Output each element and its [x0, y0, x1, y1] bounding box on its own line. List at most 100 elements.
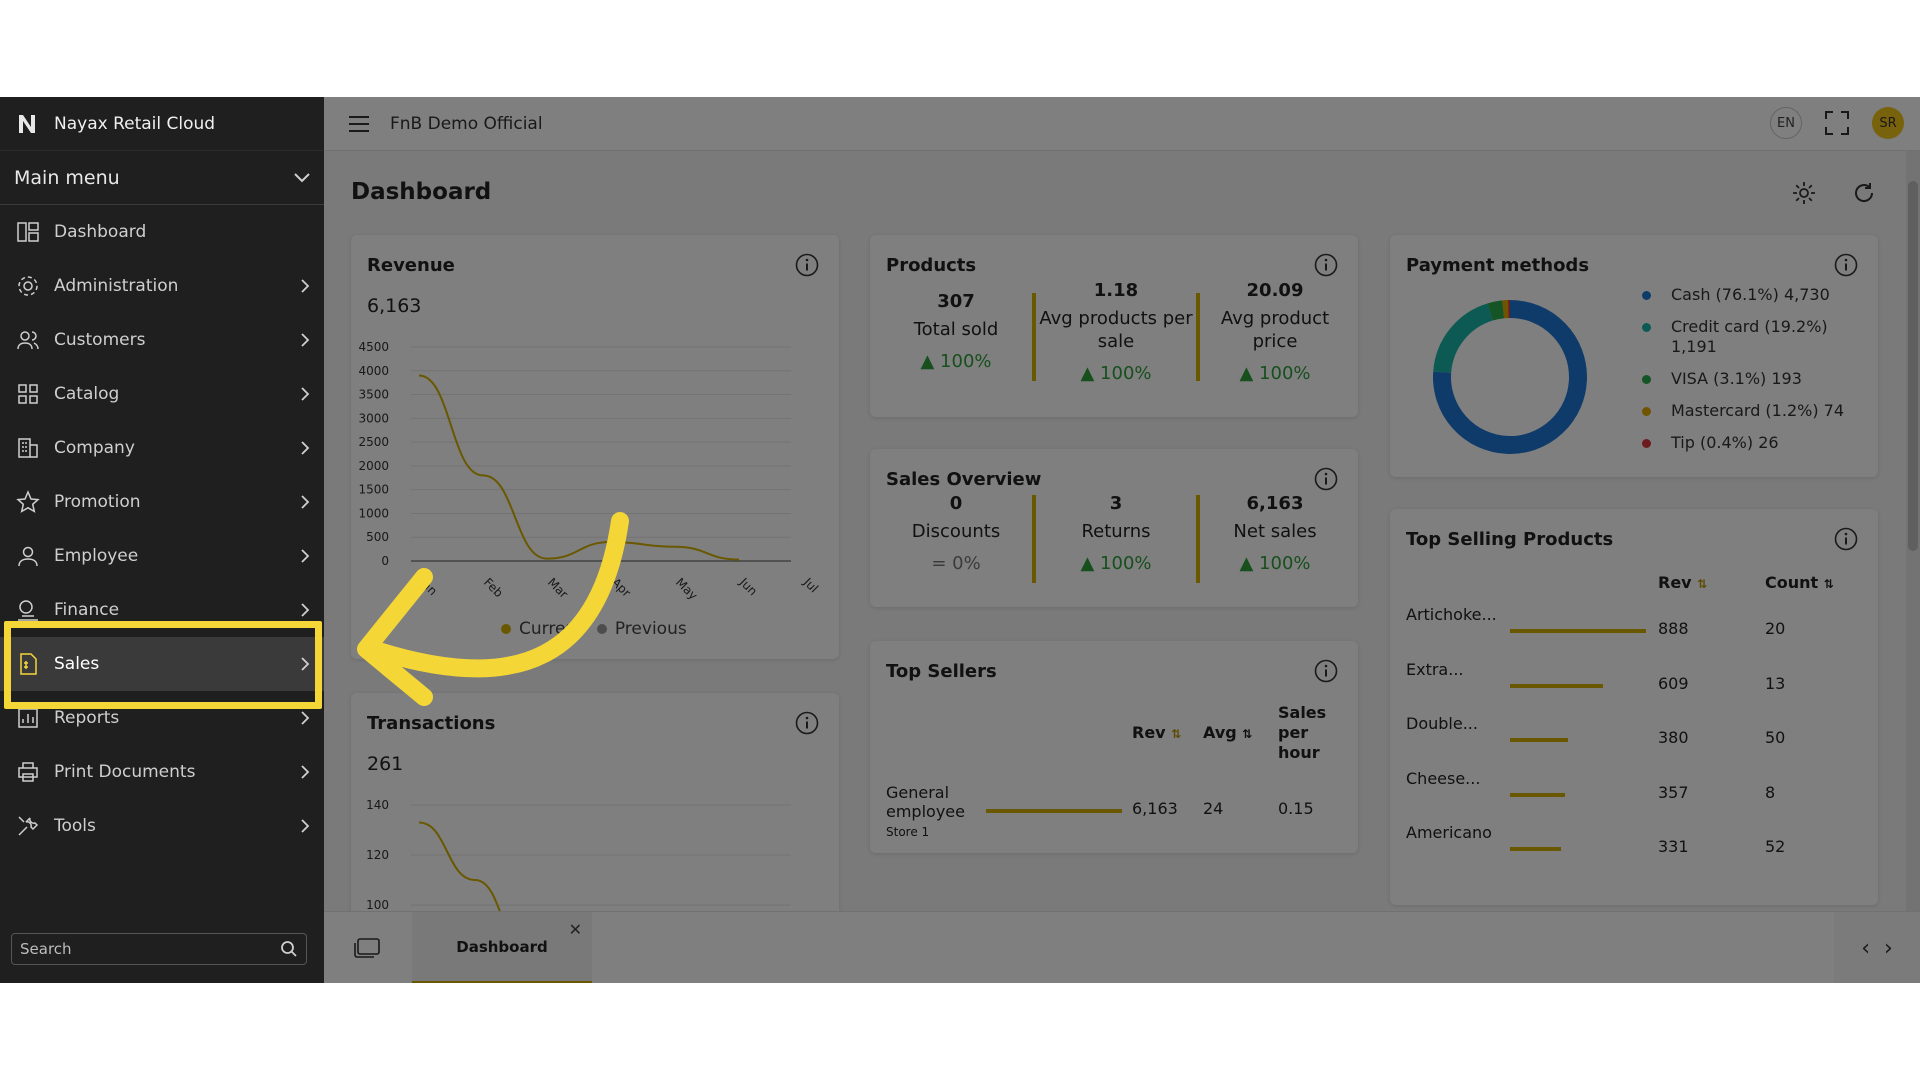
user-avatar[interactable]: SR [1872, 107, 1904, 139]
x-tick-label: Mar [545, 575, 571, 601]
column-header-count[interactable]: Count ⇅ [1765, 573, 1834, 592]
tab-navigation: ‹ › [1834, 912, 1920, 983]
sidebar-item-finance[interactable]: Finance [0, 583, 324, 637]
legend-dot [1642, 375, 1651, 384]
sidebar-item-label: Catalog [54, 384, 120, 404]
transactions-total: 261 [367, 753, 404, 775]
close-icon[interactable]: ✕ [568, 920, 582, 939]
hamburger-menu-icon[interactable] [348, 115, 370, 133]
x-tick-label: May [673, 575, 700, 602]
sidebar-item-label: Tools [54, 816, 96, 836]
metric-value: 307 [937, 291, 975, 312]
revenue-chart: 4500 4000 3500 3000 2500 2000 1500 1000 500 0 Jan F… [358, 340, 821, 603]
top-sellers-card: Top Sellers Rev ⇅ Avg ⇅ Sales per hour G… [870, 641, 1358, 853]
sidebar-item-sales[interactable]: Sales [0, 637, 324, 691]
main-menu-toggle[interactable]: Main menu [0, 151, 324, 205]
sidebar-item-company[interactable]: Company [0, 421, 324, 475]
language-button[interactable]: EN [1770, 107, 1802, 139]
metric-delta: ▲ 100% [1239, 553, 1311, 574]
products-card: Products 307 Total sold ▲ 100% 1.18 Avg … [870, 235, 1358, 417]
legend-item[interactable]: Tip (0.4%) 26 [1642, 433, 1862, 453]
chevron-down-icon [294, 172, 310, 182]
tab-dashboard[interactable]: Dashboard ✕ [412, 912, 592, 983]
revenue-series-line [418, 374, 740, 561]
chevron-right-icon [301, 387, 310, 401]
main-menu-label: Main menu [14, 166, 120, 189]
sidebar-item-administration[interactable]: Administration [0, 259, 324, 313]
donut-slice-visa[interactable] [1487, 300, 1505, 321]
top-sellers-title: Top Sellers [886, 661, 997, 682]
scrollbar-thumb[interactable] [1908, 181, 1918, 551]
search-icon[interactable] [280, 940, 298, 958]
legend-item[interactable]: Mastercard (1.2%) 74 [1642, 401, 1862, 421]
sidebar-item-print-documents[interactable]: Print Documents [0, 745, 324, 799]
legend-item[interactable]: Cash (76.1%) 4,730 [1642, 285, 1862, 305]
revenue-total: 6,163 [367, 295, 422, 317]
sidebar-item-reports[interactable]: Reports [0, 691, 324, 745]
info-icon[interactable] [1834, 527, 1858, 551]
fullscreen-icon[interactable] [1824, 110, 1850, 136]
chevron-left-icon[interactable]: ‹ [1861, 935, 1870, 961]
info-icon[interactable] [795, 711, 819, 735]
star-icon [16, 490, 40, 514]
main-scrollbar[interactable] [1906, 151, 1920, 911]
metric-label: Avg product price [1220, 308, 1330, 352]
users-icon [16, 328, 40, 352]
sidebar-item-customers[interactable]: Customers [0, 313, 324, 367]
product-count: 8 [1765, 782, 1776, 802]
products-title: Products [886, 255, 977, 276]
donut-slice-credit-card[interactable] [1433, 303, 1494, 374]
info-icon[interactable] [795, 253, 819, 277]
seller-rev-bar [986, 809, 1122, 813]
sidebar-item-catalog[interactable]: Catalog [0, 367, 324, 421]
metric-net-sales: 6,163 Net sales ▲ 100% [1200, 493, 1350, 574]
chevron-right-icon [301, 495, 310, 509]
equals-icon: = [931, 553, 953, 574]
settings-gear-icon[interactable] [1792, 181, 1816, 205]
product-rev: 331 [1658, 837, 1689, 856]
column-header-sales-per-hour[interactable]: Sales per hour [1278, 703, 1327, 762]
transactions-chart: 14012010080 [366, 798, 791, 911]
payment-legend: Cash (76.1%) 4,730 Credit card (19.2%) 1,… [1642, 285, 1862, 465]
y-tick-label: 4000 [358, 364, 389, 378]
dashboard-icon [16, 220, 40, 244]
sidebar-item-promotion[interactable]: Promotion [0, 475, 324, 529]
page-title: Dashboard [351, 179, 492, 205]
info-icon[interactable] [1314, 659, 1338, 683]
chevron-right-icon[interactable]: › [1884, 935, 1893, 961]
x-tick-label: Jun [736, 575, 760, 599]
metric-label: Returns [1081, 521, 1151, 542]
user-icon [16, 544, 40, 568]
x-tick-label: Jul [800, 575, 821, 596]
column-header-rev[interactable]: Rev ⇅ [1658, 573, 1708, 592]
metric-delta: ▲ 100% [1080, 363, 1152, 384]
info-icon[interactable] [1314, 467, 1338, 491]
sidebar-item-label: Administration [54, 276, 179, 296]
column-header-avg[interactable]: Avg ⇅ [1203, 723, 1253, 742]
sidebar-item-label: Promotion [54, 492, 141, 512]
sidebar-search-input[interactable] [20, 940, 280, 958]
sidebar-item-employee[interactable]: Employee [0, 529, 324, 583]
sidebar-menu: Dashboard Administration Customers Catalog C… [0, 205, 324, 853]
transactions-card: Transactions 261 14012010080 [351, 693, 839, 911]
product-count: 20 [1765, 619, 1786, 638]
printer-icon [16, 760, 40, 784]
product-rev-bar [1510, 792, 1565, 797]
refresh-icon[interactable] [1852, 181, 1876, 205]
sidebar-item-tools[interactable]: Tools [0, 799, 324, 853]
product-rev: 609 [1658, 673, 1689, 693]
info-icon[interactable] [1314, 253, 1338, 277]
legend-item[interactable]: VISA (3.1%) 193 [1642, 369, 1862, 389]
transactions-series-line [418, 821, 501, 911]
sidebar-search [11, 933, 307, 965]
sort-icon: ⇅ [1697, 577, 1708, 591]
legend-item[interactable]: Credit card (19.2%) 1,191 [1642, 317, 1862, 357]
sidebar-item-dashboard[interactable]: Dashboard [0, 205, 324, 259]
info-icon[interactable] [1834, 253, 1858, 277]
column-header-rev[interactable]: Rev ⇅ [1132, 723, 1182, 742]
y-tick-label: 500 [366, 530, 389, 544]
seller-avg: 24 [1203, 799, 1224, 818]
sidebar-item-label: Company [54, 438, 135, 458]
legend-label: Cash (76.1%) 4,730 [1671, 285, 1830, 304]
tabs-overview-icon[interactable] [354, 938, 380, 958]
